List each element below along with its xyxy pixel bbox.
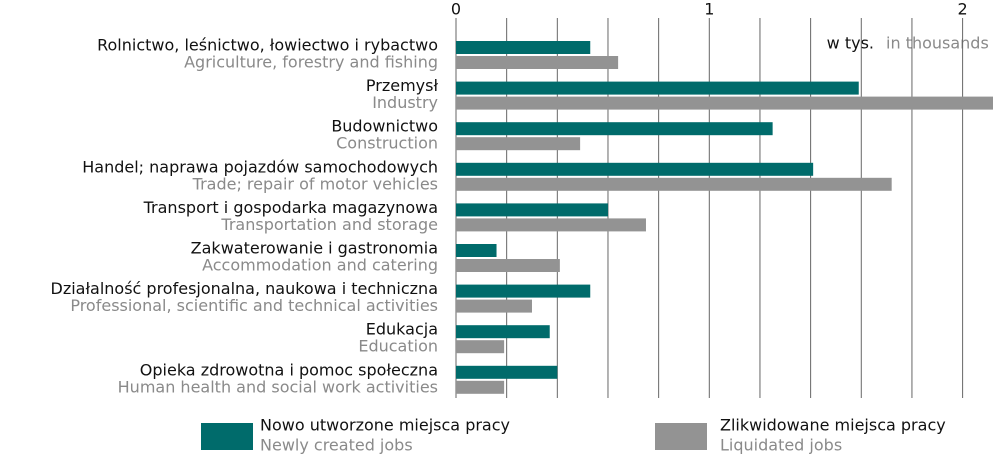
unit-label: w tys. (827, 34, 874, 53)
bar (456, 41, 591, 54)
bar (456, 325, 550, 339)
bar (456, 81, 859, 95)
bar (456, 56, 619, 69)
legend-label-en: Newly created jobs (260, 436, 413, 455)
bar (456, 340, 505, 354)
bar (456, 122, 773, 136)
bar (456, 259, 560, 272)
bar (456, 380, 505, 394)
category-label-en: Professional, scientific and technical a… (70, 296, 438, 315)
category-label: Edukacja (366, 320, 438, 339)
category-label-en: Education (358, 337, 438, 356)
bar (456, 284, 591, 298)
category-label: Przemysł (366, 76, 439, 95)
bar (456, 299, 532, 313)
x-tick-label: 0 (451, 0, 461, 19)
bar (456, 365, 558, 379)
legend-label-en: Liquidated jobs (720, 436, 842, 455)
category-label: Budownictwo (331, 117, 438, 136)
category-label: Rolnictwo, leśnictwo, łowiectwo i rybact… (97, 36, 438, 55)
bar (456, 218, 646, 232)
category-label-en: Construction (336, 134, 438, 153)
legend-label: Zlikwidowane miejsca pracy (720, 416, 946, 435)
category-label-en: Industry (372, 93, 438, 112)
bar (456, 96, 993, 110)
bar (456, 203, 608, 217)
bar (456, 244, 497, 257)
category-label-en: Transportation and storage (220, 215, 438, 234)
unit-label-en: in thousands (886, 34, 989, 53)
category-label: Opieka zdrowotna i pomoc społeczna (140, 360, 438, 379)
category-label-en: Human health and social work activities (118, 377, 438, 396)
bar (456, 162, 814, 176)
legend-swatch (655, 423, 707, 450)
bar (456, 177, 892, 191)
category-label: Handel; naprawa pojazdów samochodowych (82, 157, 438, 176)
category-label-en: Agriculture, forestry and fishing (184, 53, 438, 72)
legend-label: Nowo utworzone miejsca pracy (260, 416, 510, 435)
x-tick-label: 1 (704, 0, 714, 19)
category-label: Działalność profesjonalna, naukowa i tec… (51, 279, 439, 298)
x-tick-label: 2 (958, 0, 968, 19)
category-label: Transport i gospodarka magazynowa (143, 198, 438, 217)
category-label: Zakwaterowanie i gastronomia (191, 239, 438, 258)
legend-swatch (201, 423, 253, 450)
category-label-en: Trade; repair of motor vehicles (192, 174, 438, 193)
category-label-en: Accommodation and catering (202, 256, 438, 275)
bar (456, 137, 581, 151)
